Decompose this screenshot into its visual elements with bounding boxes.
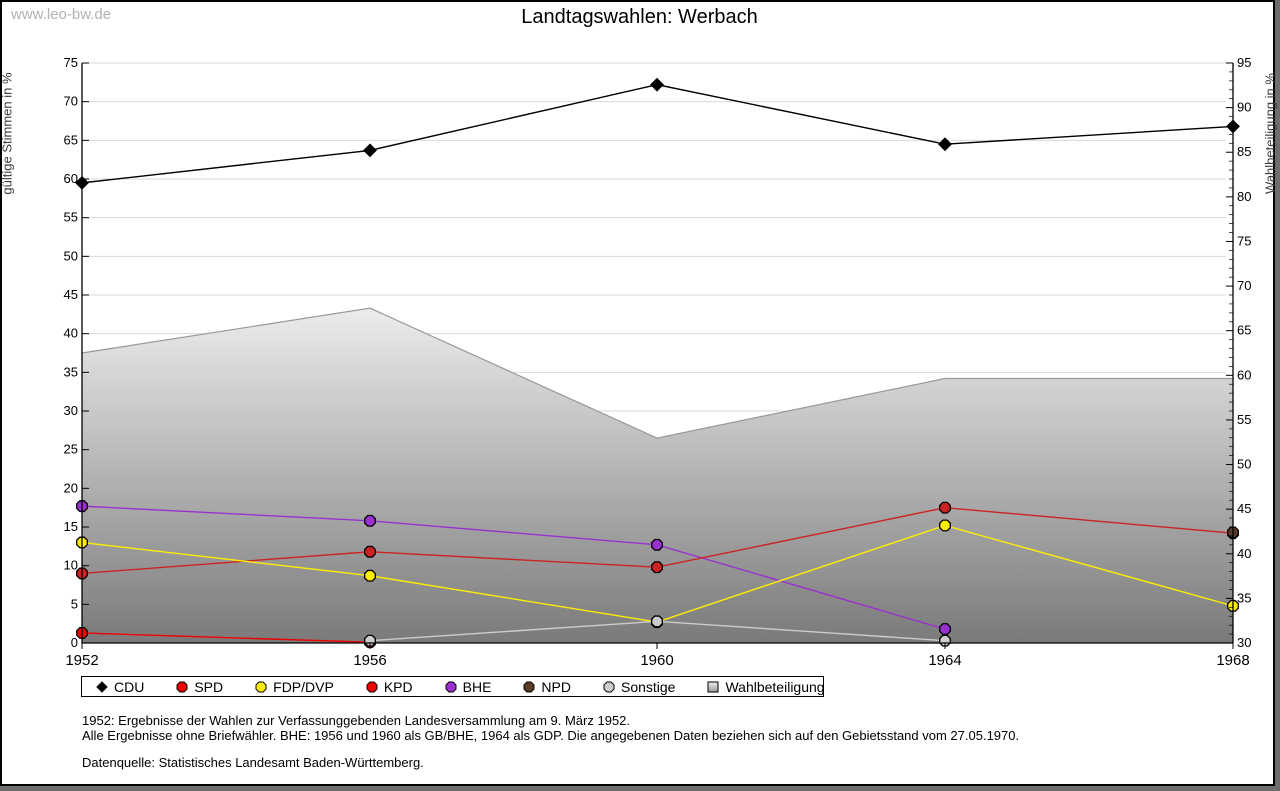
svg-text:65: 65 xyxy=(1237,323,1251,338)
svg-text:1968: 1968 xyxy=(1216,652,1249,669)
svg-text:20: 20 xyxy=(64,480,78,495)
svg-text:95: 95 xyxy=(1237,55,1251,70)
svg-text:0: 0 xyxy=(71,635,78,650)
svg-text:45: 45 xyxy=(1237,501,1251,516)
svg-text:1952: 1952 xyxy=(65,652,98,669)
svg-text:65: 65 xyxy=(64,132,78,147)
svg-text:60: 60 xyxy=(1237,367,1251,382)
svg-text:40: 40 xyxy=(1237,546,1251,561)
svg-text:30: 30 xyxy=(64,403,78,418)
svg-text:1964: 1964 xyxy=(928,652,961,669)
svg-text:70: 70 xyxy=(1237,278,1251,293)
svg-text:60: 60 xyxy=(64,171,78,186)
svg-text:1956: 1956 xyxy=(353,652,386,669)
svg-text:55: 55 xyxy=(1237,412,1251,427)
svg-text:40: 40 xyxy=(64,326,78,341)
svg-text:50: 50 xyxy=(64,248,78,263)
svg-text:55: 55 xyxy=(64,210,78,225)
svg-text:25: 25 xyxy=(64,442,78,457)
svg-text:30: 30 xyxy=(1237,635,1251,650)
svg-text:50: 50 xyxy=(1237,457,1251,472)
svg-text:5: 5 xyxy=(71,596,78,611)
svg-text:90: 90 xyxy=(1237,100,1251,115)
svg-text:45: 45 xyxy=(64,287,78,302)
svg-text:35: 35 xyxy=(1237,590,1251,605)
svg-text:35: 35 xyxy=(64,364,78,379)
svg-text:80: 80 xyxy=(1237,189,1251,204)
svg-text:15: 15 xyxy=(64,519,78,534)
svg-text:10: 10 xyxy=(64,558,78,573)
svg-text:1960: 1960 xyxy=(640,652,673,669)
svg-text:75: 75 xyxy=(64,55,78,70)
svg-text:85: 85 xyxy=(1237,144,1251,159)
svg-text:75: 75 xyxy=(1237,233,1251,248)
svg-text:70: 70 xyxy=(64,94,78,109)
